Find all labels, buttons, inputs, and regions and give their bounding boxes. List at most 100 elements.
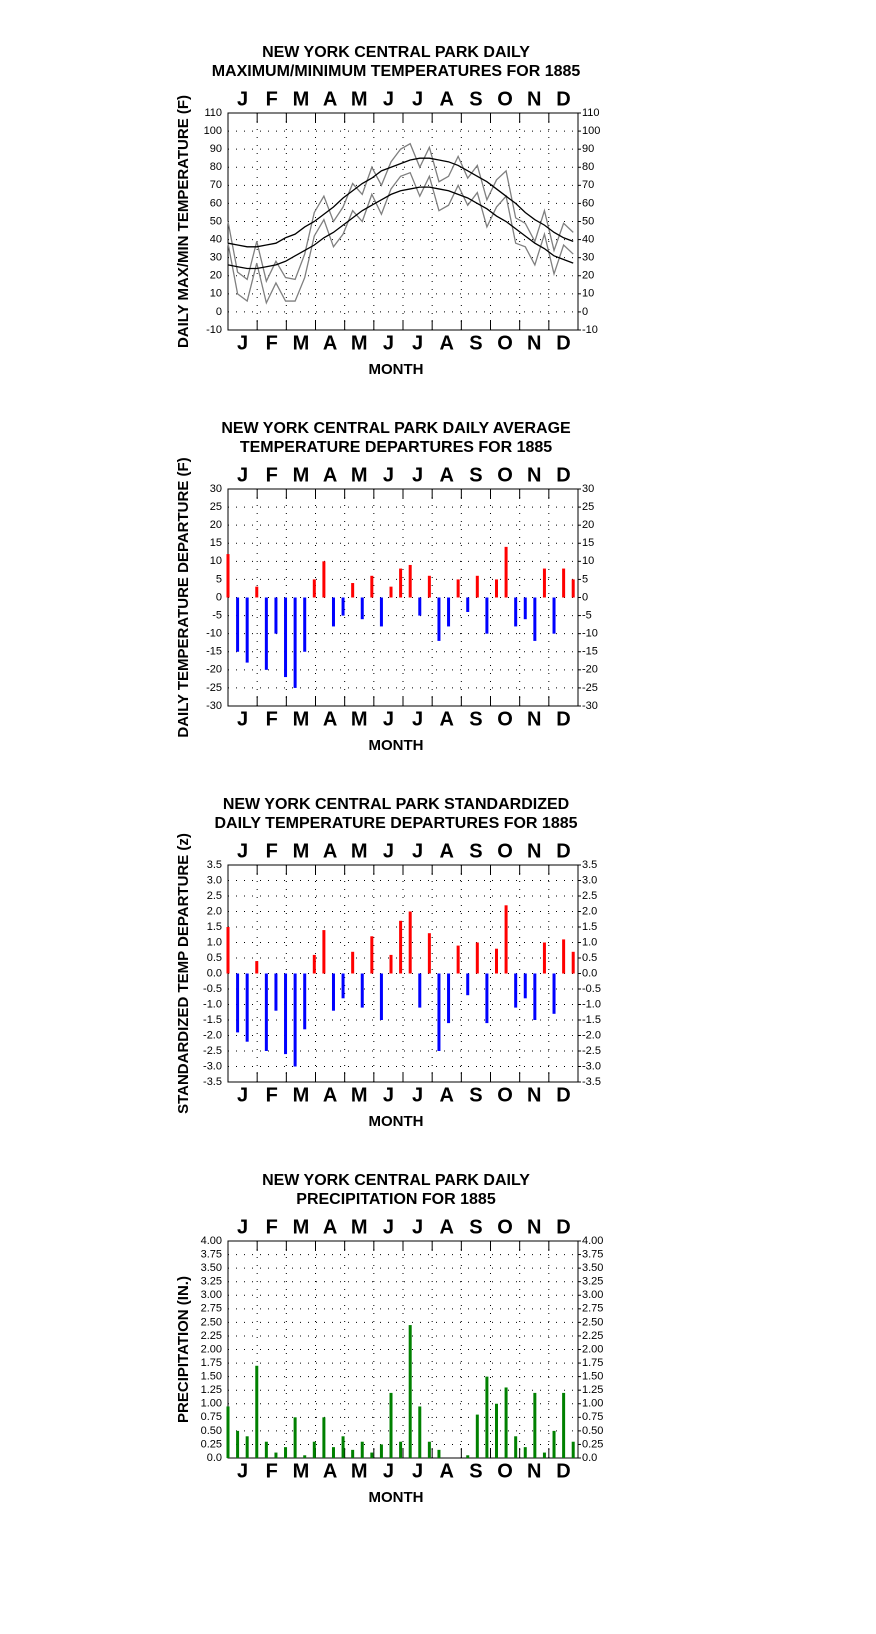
x-axis-label: MONTH <box>369 737 424 754</box>
y2-tick-label: 80 <box>582 161 594 173</box>
y2-tick-label: -1.0 <box>582 998 601 1010</box>
month-label: D <box>556 464 570 486</box>
y2-tick-label: 25 <box>582 501 594 513</box>
month-label: J <box>237 1216 248 1238</box>
month-label: S <box>469 1084 482 1106</box>
y-tick-label: -15 <box>206 646 222 658</box>
bar <box>427 933 431 974</box>
bar <box>408 564 412 598</box>
y2-tick-label: 1.25 <box>582 1384 603 1396</box>
y-axis-label: STANDARDIZED TEMP DEPARTURE (z) <box>175 833 192 1114</box>
month-label: J <box>383 88 394 110</box>
bar <box>542 942 546 974</box>
y-tick-label: -3.0 <box>203 1060 222 1072</box>
month-label: M <box>351 708 368 730</box>
y2-tick-label: 110 <box>582 107 600 119</box>
y2-tick-label: 0.75 <box>582 1411 603 1423</box>
month-label: A <box>323 1216 337 1238</box>
month-label: A <box>440 840 454 862</box>
bar <box>542 568 546 598</box>
y-tick-label: 3.75 <box>201 1248 222 1260</box>
y-axis-label: DAILY MAX/MIN TEMPERATURE (F) <box>175 95 192 348</box>
bar <box>542 1452 546 1458</box>
month-label: A <box>440 464 454 486</box>
month-label: N <box>527 332 541 354</box>
y2-tick-label: 10 <box>582 288 594 300</box>
month-label: A <box>440 1084 454 1106</box>
bar <box>284 973 288 1055</box>
bar <box>293 973 297 1067</box>
y-tick-label: 30 <box>210 252 222 264</box>
y-tick-label: -1.5 <box>203 1014 222 1026</box>
month-label: A <box>323 1460 337 1482</box>
bar <box>379 1444 383 1458</box>
month-label: J <box>412 840 423 862</box>
chart-title: NEW YORK CENTRAL PARK STANDARDIZED <box>223 796 569 813</box>
bar <box>494 579 498 598</box>
bar <box>236 973 240 1033</box>
y-tick-label: 80 <box>210 161 222 173</box>
bar <box>264 973 268 1051</box>
y2-tick-label: 1.75 <box>582 1357 603 1369</box>
y2-tick-label: 2.75 <box>582 1303 603 1315</box>
y-tick-label: 20 <box>210 519 222 531</box>
bar <box>475 575 479 598</box>
bar <box>418 597 422 616</box>
y-tick-label: -10 <box>206 324 222 336</box>
bar <box>331 973 335 1011</box>
y2-tick-label: 3.50 <box>582 1262 603 1274</box>
y2-tick-label: 2.25 <box>582 1330 603 1342</box>
bar <box>447 973 451 1024</box>
y-tick-label: 70 <box>210 179 222 191</box>
bar <box>494 1403 498 1458</box>
bar <box>523 597 527 620</box>
y-tick-label: 3.5 <box>207 859 222 871</box>
month-label: O <box>497 1216 513 1238</box>
month-label: O <box>497 708 513 730</box>
y2-tick-label: 1.0 <box>582 936 597 948</box>
y2-tick-label: -10 <box>582 628 598 640</box>
bar <box>255 961 259 974</box>
bar <box>284 597 288 678</box>
month-label: F <box>266 464 278 486</box>
y-tick-label: 0 <box>216 306 222 318</box>
month-label: J <box>383 840 394 862</box>
y-tick-label: 1.0 <box>207 936 222 948</box>
bar <box>562 1392 566 1458</box>
bar <box>485 597 489 634</box>
month-label: A <box>440 708 454 730</box>
month-label: M <box>351 88 368 110</box>
y-axis-label: DAILY TEMPERATURE DEPARTURE (F) <box>175 457 192 737</box>
month-label: F <box>266 840 278 862</box>
month-label: J <box>412 332 423 354</box>
y2-tick-label: -2.0 <box>582 1029 601 1041</box>
y2-tick-label: 0.0 <box>582 1452 597 1464</box>
y2-tick-label: 20 <box>582 270 594 282</box>
bar <box>312 954 316 974</box>
y-tick-label: -30 <box>206 700 222 712</box>
y2-tick-label: 15 <box>582 537 594 549</box>
x-axis-label: MONTH <box>369 361 424 378</box>
bar <box>562 568 566 598</box>
bar <box>322 930 326 974</box>
month-label: J <box>383 1216 394 1238</box>
month-label: J <box>412 708 423 730</box>
bar <box>245 597 249 663</box>
bar <box>514 597 518 627</box>
bar <box>226 1406 230 1458</box>
bar <box>399 1441 403 1458</box>
month-label: J <box>383 708 394 730</box>
chart-title: NEW YORK CENTRAL PARK DAILY <box>262 44 530 61</box>
bar <box>533 973 537 1020</box>
y-tick-label: 90 <box>210 143 222 155</box>
month-label: J <box>383 1460 394 1482</box>
bar <box>389 586 393 598</box>
bar <box>408 911 412 974</box>
month-label: M <box>293 1216 310 1238</box>
bar <box>504 905 508 974</box>
bar <box>274 973 278 1011</box>
y-tick-label: 2.00 <box>201 1343 222 1355</box>
y2-tick-label: 1.5 <box>582 921 597 933</box>
month-label: A <box>323 88 337 110</box>
y-tick-label: 0.50 <box>201 1425 222 1437</box>
